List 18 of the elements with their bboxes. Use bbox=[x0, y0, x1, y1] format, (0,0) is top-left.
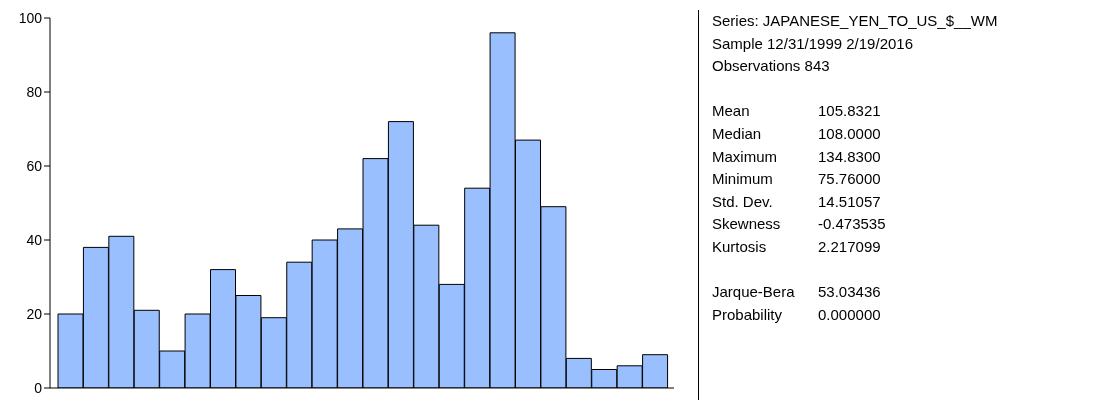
text: Jarque-Bera 53.03436 bbox=[712, 283, 881, 301]
text: Minimum 75.76000 bbox=[712, 170, 881, 188]
text: Maximum 134.8300 bbox=[712, 147, 881, 165]
text: Skewness -0.473535 bbox=[712, 215, 886, 233]
y-tick-label: 80 bbox=[26, 83, 43, 100]
text: Observations 843 bbox=[712, 56, 831, 77]
text: Median 108.0000 bbox=[712, 124, 881, 142]
y-tick-label: 100 bbox=[18, 9, 43, 26]
text: Kurtosis 2.217099 bbox=[712, 237, 881, 255]
text: Std. Dev. 14.51057 bbox=[712, 192, 881, 210]
text: Sample 12/31/1999 2/19/2016 bbox=[712, 33, 914, 54]
y-tick-label: 60 bbox=[26, 157, 43, 174]
y-tick-label: 40 bbox=[26, 231, 43, 248]
text: Mean 105.8321 bbox=[712, 102, 881, 120]
y-tick-label: 20 bbox=[26, 305, 43, 322]
text: Probability 0.000000 bbox=[712, 305, 881, 323]
text: Series: JAPANESE_YEN_TO_US_$__WM bbox=[712, 11, 998, 31]
y-tick-label: 0 bbox=[34, 379, 43, 396]
